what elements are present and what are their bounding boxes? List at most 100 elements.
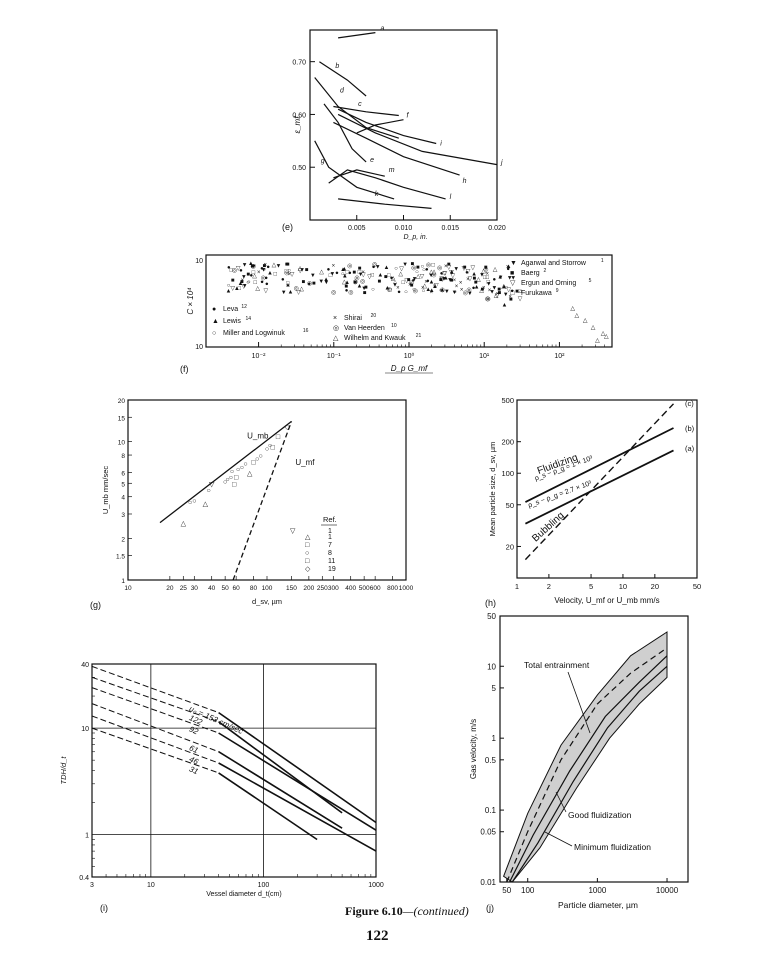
data-point: ■ <box>301 279 305 285</box>
legend-symbol: ■ <box>510 270 514 277</box>
data-point: ○ <box>265 446 269 453</box>
data-point: □ <box>232 481 237 488</box>
data-point: ■ <box>363 291 367 297</box>
y-tick-label: 0.1 <box>485 806 497 815</box>
data-point: ■ <box>497 287 501 293</box>
data-point: ● <box>426 278 430 284</box>
legend-symbol: ● <box>212 306 216 313</box>
data-point: ▲ <box>342 273 348 279</box>
x-tick-label: 10 <box>619 582 627 591</box>
data-point: ▼ <box>503 292 509 298</box>
y-tick-label: 200 <box>501 438 514 447</box>
data-point: ▲ <box>285 283 291 289</box>
series-line-j <box>337 113 498 166</box>
legend-label: Lewis <box>223 318 241 325</box>
legend-ref: 11 <box>328 558 335 565</box>
data-point: ▼ <box>375 265 381 271</box>
data-point: ◎ <box>466 287 471 293</box>
data-point: ▽ <box>439 276 444 282</box>
data-point: ▼ <box>310 273 316 279</box>
x-tick-label: 100 <box>521 886 535 895</box>
data-point: ● <box>465 270 469 276</box>
line-label-umf: U_mf <box>295 458 315 467</box>
y-tick-label: 0.5 <box>485 756 497 765</box>
y-tick-label: 20 <box>118 398 126 405</box>
data-point: □ <box>401 280 405 286</box>
legend-ref: 1 <box>328 528 332 535</box>
series-label-h: h <box>463 178 467 185</box>
data-point: × <box>264 263 268 269</box>
data-point: ▼ <box>486 281 492 287</box>
data-point: ▲ <box>248 261 254 267</box>
x-tick-label: 20 <box>166 585 174 592</box>
data-point: ▼ <box>318 279 324 285</box>
data-point: × <box>421 286 425 292</box>
data-point: △ <box>398 272 403 278</box>
data-point: × <box>459 280 463 286</box>
data-point: ○ <box>243 461 247 468</box>
series-line-i <box>337 108 437 145</box>
data-point: ▼ <box>261 268 267 274</box>
y-tick-label: 3 <box>121 512 125 519</box>
y-tick-label: 15 <box>118 415 126 422</box>
data-point: ○ <box>439 288 443 294</box>
series-line-h <box>333 121 460 176</box>
series-label-e: e <box>370 157 374 164</box>
x-tick-label: 10¹ <box>479 353 490 360</box>
y-tick-label: 20 <box>506 542 514 551</box>
data-point: ● <box>506 266 510 272</box>
data-point: × <box>496 292 500 298</box>
data-point: ○ <box>393 280 397 286</box>
line-min-fluidization <box>511 665 668 883</box>
series-dashed-4 <box>91 715 219 764</box>
x-tick-label: 10⁻² <box>252 353 266 360</box>
y-axis-label: Mean particle size, d_sv, µm <box>488 442 497 537</box>
data-point: △ <box>595 338 600 344</box>
legend-label: Agarwal and Storrow <box>521 260 587 267</box>
series-label-l: l <box>450 194 452 201</box>
data-point: □ <box>271 445 276 452</box>
data-point: ○ <box>404 289 408 295</box>
legend-label: Ergun and Orning <box>521 280 576 287</box>
x-tick-label: 500 <box>359 585 370 592</box>
y-tick-label: 1 <box>492 734 497 743</box>
legend-ref: 1 <box>328 534 332 541</box>
data-point: ○ <box>229 474 233 481</box>
data-point: ▼ <box>428 273 434 279</box>
data-point: × <box>408 283 412 289</box>
x-tick-label: 0.010 <box>395 225 413 232</box>
legend-symbol: ○ <box>212 330 216 337</box>
data-point: ○ <box>246 280 250 286</box>
legend-symbol: △ <box>305 534 311 541</box>
data-point: × <box>430 290 434 296</box>
data-point: ◎ <box>440 288 445 294</box>
data-point: ■ <box>358 266 362 272</box>
y-tick-label: 0.70 <box>292 60 306 67</box>
data-point: ▼ <box>242 262 248 268</box>
series-label-k: k <box>375 191 379 198</box>
data-point: ○ <box>230 468 234 475</box>
x-tick-label: 50 <box>693 582 701 591</box>
data-point: ▽ <box>242 284 247 290</box>
data-point: △ <box>319 270 324 276</box>
series-line-l <box>328 169 446 200</box>
data-point: △ <box>342 279 347 285</box>
data-point: ▼ <box>467 291 473 297</box>
x-axis-label: D_p G_mf <box>391 364 428 373</box>
data-point: □ <box>252 270 256 276</box>
data-point: □ <box>442 271 446 277</box>
series-line-1 <box>218 721 343 814</box>
series-line-4 <box>218 762 377 852</box>
x-tick-label: 50 <box>502 886 511 895</box>
legend-ref: 12 <box>241 304 247 310</box>
data-point: ▲ <box>471 272 477 278</box>
series-line-f <box>356 119 404 134</box>
data-point: ○ <box>268 443 272 450</box>
data-point: ■ <box>484 265 488 271</box>
data-point: □ <box>518 289 522 295</box>
data-point: △ <box>604 334 609 340</box>
data-point: ▼ <box>251 264 257 270</box>
x-tick-label: 40 <box>208 585 216 592</box>
data-point: ▽ <box>290 272 295 278</box>
data-point: ▼ <box>329 271 335 277</box>
